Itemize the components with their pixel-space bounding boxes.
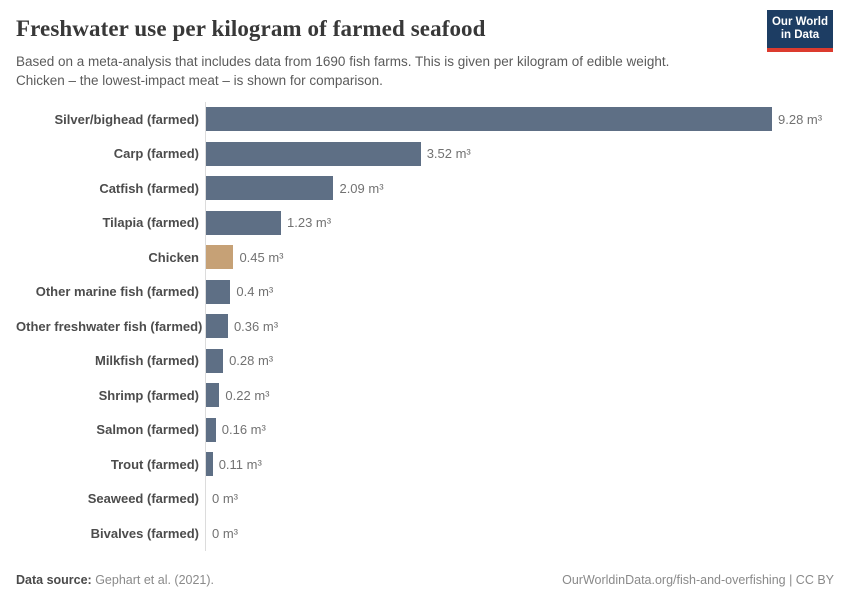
chart-row: Shrimp (farmed) 0.22 m³	[16, 378, 834, 413]
chart-row: Bivalves (farmed) 0 m³	[16, 516, 834, 551]
bar-track: 9.28 m³	[205, 102, 834, 137]
bar[interactable]	[206, 348, 224, 373]
bar[interactable]	[206, 245, 234, 270]
data-source: Data source: Gephart et al. (2021).	[16, 573, 214, 587]
bar-track: 0.36 m³	[205, 309, 834, 344]
bar[interactable]	[206, 417, 216, 442]
bar-track: 2.09 m³	[205, 171, 834, 206]
value-label: 2.09 m³	[339, 180, 384, 196]
chart-title: Freshwater use per kilogram of farmed se…	[16, 16, 486, 41]
chart-row: Milkfish (farmed) 0.28 m³	[16, 343, 834, 378]
value-label: 0.45 m³	[239, 249, 284, 265]
category-label: Milkfish (farmed)	[94, 353, 199, 369]
value-label: 0 m³	[212, 525, 238, 541]
value-label: 0.36 m³	[233, 318, 279, 334]
category-label: Chicken	[148, 249, 199, 265]
bar[interactable]	[206, 141, 421, 166]
bar-track: 0.22 m³	[205, 378, 834, 413]
bar-track: 0 m³	[205, 516, 834, 551]
value-label: 0.4 m³	[236, 284, 274, 300]
chart-row: Catfish (farmed) 2.09 m³	[16, 171, 834, 206]
bar[interactable]	[206, 210, 282, 235]
category-label: Other freshwater fish (farmed)	[16, 318, 203, 334]
bar-track: 0.11 m³	[205, 447, 834, 482]
chart-row: Trout (farmed) 0.11 m³	[16, 447, 834, 482]
category-label: Seaweed (farmed)	[87, 491, 199, 507]
category-label: Silver/bighead (farmed)	[54, 111, 199, 127]
category-label: Tilapia (farmed)	[102, 215, 199, 231]
category-label: Trout (farmed)	[110, 456, 199, 472]
value-label: 0.16 m³	[221, 422, 266, 438]
bar-track: 0.4 m³	[205, 274, 834, 309]
bar-track: 0.45 m³	[205, 240, 834, 275]
chart-row: Other freshwater fish (farmed) 0.36 m³	[16, 309, 834, 344]
bar-track: 3.52 m³	[205, 136, 834, 171]
footer-attribution: OurWorldinData.org/fish-and-overfishing …	[562, 573, 834, 587]
value-label: 0 m³	[212, 491, 238, 507]
bar-track: 0 m³	[205, 481, 834, 516]
chart-header: Freshwater use per kilogram of farmed se…	[0, 0, 850, 90]
category-label: Bivalves (farmed)	[90, 525, 199, 541]
bar[interactable]	[206, 383, 220, 408]
category-label: Salmon (farmed)	[96, 422, 199, 438]
value-label: 1.23 m³	[287, 215, 332, 231]
value-label: 9.28 m³	[778, 111, 823, 127]
chart-row: Seaweed (farmed) 0 m³	[16, 481, 834, 516]
bar[interactable]	[206, 452, 213, 477]
bar[interactable]	[206, 279, 231, 304]
category-label: Carp (farmed)	[113, 146, 199, 162]
bar-chart: Silver/bighead (farmed) 9.28 m³ Carp (farm…	[16, 102, 834, 551]
footer-url-link[interactable]: OurWorldinData.org/fish-and-overfishing …	[562, 573, 834, 587]
bar[interactable]	[206, 107, 772, 132]
chart-row: Chicken 0.45 m³	[16, 240, 834, 275]
category-label: Catfish (farmed)	[99, 180, 199, 196]
data-source-link[interactable]: Gephart et al. (2021).	[91, 573, 215, 587]
chart-row: Salmon (farmed) 0.16 m³	[16, 412, 834, 447]
bar[interactable]	[206, 314, 228, 339]
category-label: Other marine fish (farmed)	[35, 284, 199, 300]
chart-row: Silver/bighead (farmed) 9.28 m³	[16, 102, 834, 137]
chart-subtitle: Based on a meta-analysis that includes d…	[16, 54, 670, 88]
bar-track: 0.16 m³	[205, 412, 834, 447]
owid-logo-line1: Our World	[771, 15, 828, 28]
owid-logo[interactable]: Our World in Data	[767, 10, 833, 52]
value-label: 0.28 m³	[229, 353, 274, 369]
chart-row: Other marine fish (farmed) 0.4 m³	[16, 274, 834, 309]
chart-row: Carp (farmed) 3.52 m³	[16, 136, 834, 171]
value-label: 0.11 m³	[218, 456, 262, 472]
value-label: 3.52 m³	[426, 146, 471, 162]
data-source-label: Data source:	[16, 573, 92, 587]
category-label: Shrimp (farmed)	[98, 387, 199, 403]
owid-logo-line2: in Data	[780, 29, 820, 41]
chart-footer: Data source: Gephart et al. (2021). OurW…	[16, 573, 834, 587]
chart-row: Tilapia (farmed) 1.23 m³	[16, 205, 834, 240]
bar[interactable]	[206, 176, 334, 201]
bar-track: 1.23 m³	[205, 205, 834, 240]
value-label: 0.22 m³	[225, 387, 270, 403]
bar-track: 0.28 m³	[205, 343, 834, 378]
